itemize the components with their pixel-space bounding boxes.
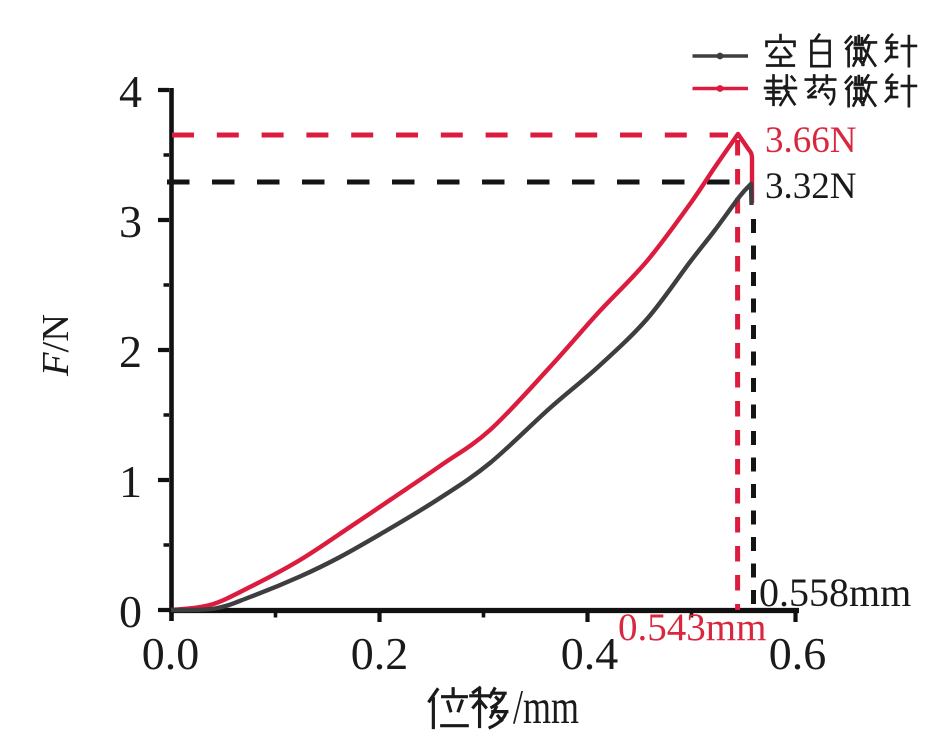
svg-text:0.0: 0.0 <box>142 628 200 679</box>
svg-text:F/N: F/N <box>35 314 77 377</box>
svg-text:0.2: 0.2 <box>351 628 409 679</box>
svg-text:4: 4 <box>119 66 142 117</box>
svg-text:3.66N: 3.66N <box>765 120 856 161</box>
svg-text:/mm: /mm <box>513 679 579 734</box>
svg-text:2: 2 <box>119 326 142 377</box>
svg-text:0: 0 <box>119 586 142 637</box>
svg-text:1: 1 <box>119 456 142 507</box>
svg-text:0.6: 0.6 <box>769 628 827 679</box>
svg-text:3: 3 <box>119 196 142 247</box>
svg-text:0.558mm: 0.558mm <box>759 570 911 615</box>
svg-text:0.543mm: 0.543mm <box>618 606 766 649</box>
svg-text:3.32N: 3.32N <box>765 166 856 207</box>
svg-text:0.4: 0.4 <box>561 628 619 679</box>
